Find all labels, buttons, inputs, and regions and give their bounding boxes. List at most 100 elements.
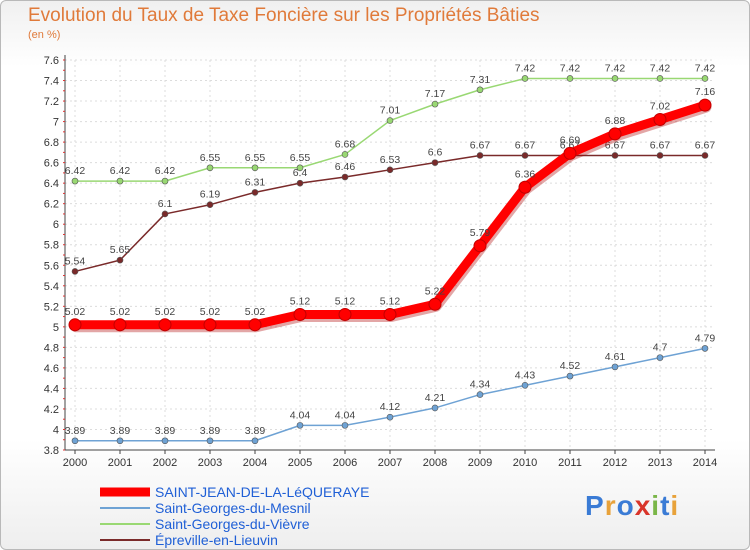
data-label: 7.42 [560,62,581,74]
data-label: 6.69 [560,134,581,146]
y-tick-label: 7 [53,117,59,129]
data-point [611,152,619,159]
data-label: 7.01 [380,105,401,117]
data-label: 6.42 [65,165,86,177]
legend-label: Saint-Georges-du-Vièvre [155,516,310,532]
data-point [431,100,439,108]
data-label: 4.04 [335,409,356,421]
data-label: 7.16 [695,86,716,98]
x-tick-label: 2007 [378,457,402,469]
legend-label: Saint-Georges-du-Mesnil [155,500,311,516]
data-point [71,268,79,275]
y-tick-label: 5.8 [44,240,59,252]
data-point [71,177,79,185]
y-tick-label: 3.8 [44,445,59,457]
data-label: 6.46 [335,161,356,173]
data-point [701,345,709,352]
y-tick-label: 5.4 [44,281,59,293]
x-tick-label: 2010 [513,457,537,469]
series-2: 6.42 6.42 6.42 6.55 6.55 6.55 6.68 7.01 7.17 7.31… [65,62,716,185]
data-point [473,239,487,253]
data-point [296,422,304,429]
y-tick-label: 5 [53,322,59,334]
data-label: 3.89 [65,425,86,437]
data-label: 6.19 [200,189,221,201]
data-point [431,404,439,412]
y-tick-label: 6.4 [44,178,59,190]
data-label: 5.02 [245,306,266,318]
data-point [611,75,619,82]
data-point [476,391,484,398]
data-point [656,354,664,361]
y-tick-label: 7.6 [44,55,59,67]
data-point [206,201,214,209]
x-tick-label: 2011 [558,457,582,469]
series-1: 3.89 3.89 3.89 3.89 3.89 4.04 4.04 4.12 4.21 4.34… [65,332,715,445]
data-label: 7.42 [650,62,671,74]
x-tick-label: 2003 [198,457,222,469]
y-tick-label: 7.4 [44,76,59,88]
data-label: 5.54 [65,255,86,267]
data-point [383,308,397,322]
data-point [296,179,304,187]
data-label: 7.17 [425,88,446,100]
legend-label: SAINT-JEAN-DE-LA-LéQUERAYE [155,484,369,500]
y-tick-label: 4.8 [44,342,59,354]
data-point [206,164,214,172]
x-tick-label: 2005 [288,457,312,469]
data-label: 5.12 [335,296,356,308]
data-label: 7.42 [515,62,536,74]
data-point [68,318,82,332]
data-point [161,177,169,185]
data-point [71,437,79,445]
data-point [161,210,169,218]
data-label: 6.67 [650,139,671,151]
data-label: 5.02 [200,306,221,318]
x-tick-label: 2013 [648,457,672,469]
data-point [161,437,169,445]
data-point [476,86,484,94]
data-label: 6.1 [158,198,173,210]
data-point [608,127,622,141]
data-label: 6.42 [155,165,176,177]
y-tick-label: 4.6 [44,363,59,375]
x-tick-label: 2012 [603,457,627,469]
data-label: 7.42 [695,62,716,74]
y-tick-label: 4.4 [44,383,59,395]
legend-label: Épreville-en-Lieuvin [155,532,278,548]
y-tick-label: 6.2 [44,199,59,211]
data-point [341,173,349,181]
grid [65,59,715,451]
data-point [341,151,349,158]
data-label: 4.34 [470,379,491,391]
data-label: 5.65 [110,244,131,256]
data-label: 6.67 [695,139,716,151]
data-point [251,164,259,172]
legend: SAINT-JEAN-DE-LA-LéQUERAYESaint-Georges-… [100,484,369,548]
data-label: 4.7 [653,342,668,354]
data-label: 7.42 [605,62,626,74]
data-point [431,159,439,166]
data-label: 3.89 [245,425,266,437]
data-label: 6.53 [380,154,401,166]
x-tick-label: 2008 [423,457,447,469]
x-tick-label: 2000 [63,457,87,469]
data-label: 5.12 [290,296,311,308]
y-tick-label: 6 [53,219,59,231]
data-point [521,152,529,159]
data-point [116,177,124,185]
data-label: 6.55 [200,152,221,164]
x-tick-label: 2001 [108,457,132,469]
y-tick-label: 6.8 [44,137,59,149]
y-tick-label: 4 [53,424,59,436]
data-label: 4.12 [380,401,401,413]
data-point [566,75,574,82]
series-0: 5.02 5.02 5.02 5.02 5.02 5.12 5.12 5.12 5.22 5.79… [65,86,716,333]
data-label: 5.02 [155,306,176,318]
data-point [521,382,529,389]
data-label: 6.67 [515,139,536,151]
y-tick-label: 7.2 [44,96,59,108]
data-point [203,318,217,332]
data-label: 6.31 [245,176,266,188]
